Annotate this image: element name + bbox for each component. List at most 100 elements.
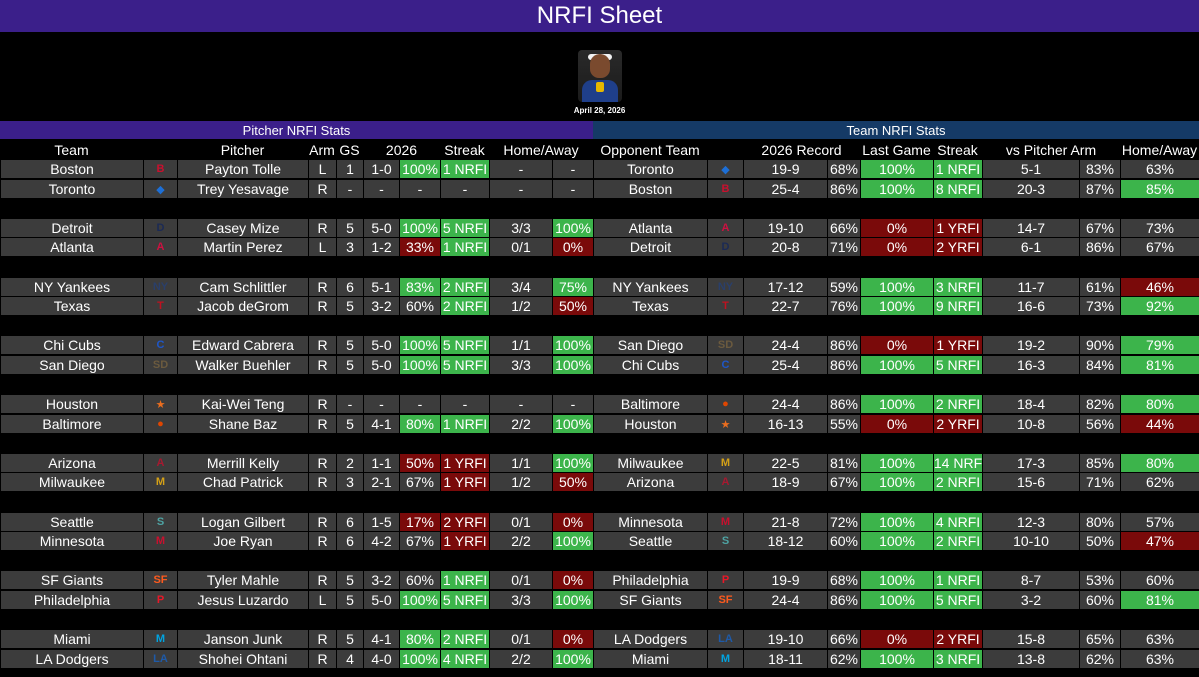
player-avatar [577,50,622,102]
cell-vs: 10-10 [982,532,1079,550]
blue-jays-logo-icon: ◆ [143,180,177,198]
cell-pitcher: Shohei Ohtani [177,650,308,668]
cell-pitcher: Edward Cabrera [177,336,308,354]
cell-ha: 3/3 [489,356,552,374]
cell-pitcher: Payton Tolle [177,160,308,178]
cell-opp: Baltimore [593,395,707,413]
cell-o-pct: 72% [827,513,860,531]
cell-pct: 80% [399,630,440,648]
cell-pct: 60% [399,297,440,315]
cell-streak: 5 NRFI [440,356,489,374]
cell-pitcher: Janson Junk [177,630,308,648]
cell-ha: 0/1 [489,630,552,648]
cell-team: Baltimore [0,415,143,433]
cell-o-streak: 5 NRFI [933,356,982,374]
col-last-game-header: Last Game [860,140,933,159]
col-team-header: Team [0,140,143,159]
cell-o-rec: 18-9 [743,473,827,491]
cell-pitcher: Casey Mize [177,219,308,237]
cell-o-pct: 68% [827,160,860,178]
yankees-logo-icon: NY [707,278,743,296]
phillies-logo-icon: P [143,591,177,609]
cell-gs: 5 [336,591,363,609]
cell-rec: 4-1 [363,415,399,433]
cell-vs: 16-3 [982,356,1079,374]
cell-o-streak: 1 YRFI [933,219,982,237]
cell-rec: 1-0 [363,160,399,178]
cell-team: Arizona [0,454,143,472]
cell-team: Milwaukee [0,473,143,491]
cell-ha-pct: 0% [552,571,593,589]
cell-arm: L [308,591,336,609]
col-opponent-team-header: Opponent Team [593,140,707,159]
cell-gs: 6 [336,532,363,550]
cell-streak: 4 NRFI [440,650,489,668]
cell-streak: 1 NRFI [440,415,489,433]
mariners-logo-icon: S [707,532,743,550]
cell-last: 100% [860,395,933,413]
cell-pitcher: Shane Baz [177,415,308,433]
cell-rec: - [363,180,399,198]
cell-gs: - [336,395,363,413]
cell-o-streak: 2 YRFI [933,238,982,256]
cell-opp: Chi Cubs [593,356,707,374]
cell-ha: 0/1 [489,238,552,256]
cell-vs: 6-1 [982,238,1079,256]
cell-arm: R [308,513,336,531]
col-opp-streak-header: Streak [933,140,982,159]
cell-vs-pct: 61% [1079,278,1120,296]
cell-o-pct: 62% [827,650,860,668]
cell-vs: 17-3 [982,454,1079,472]
cell-gs: 5 [336,415,363,433]
cell-opp: Atlanta [593,219,707,237]
cell-team: Seattle [0,513,143,531]
cell-o-pct: 67% [827,473,860,491]
cell-o-pct: 59% [827,278,860,296]
cell-ha: - [489,395,552,413]
cell-arm: R [308,532,336,550]
cell-oha: 63% [1120,160,1199,178]
cell-o-pct: 66% [827,630,860,648]
cell-ha: - [489,180,552,198]
cell-gs: 5 [336,297,363,315]
giants-logo-icon: SF [143,571,177,589]
cell-streak: - [440,180,489,198]
cell-vs: 20-3 [982,180,1079,198]
cell-oha: 81% [1120,591,1199,609]
cell-opp: LA Dodgers [593,630,707,648]
cell-pitcher: Jacob deGrom [177,297,308,315]
cell-team: LA Dodgers [0,650,143,668]
cell-o-rec: 18-12 [743,532,827,550]
cell-vs-pct: 85% [1079,454,1120,472]
dodgers-logo-icon: LA [143,650,177,668]
cell-opp: Boston [593,180,707,198]
col-arm-header: Arm [308,140,336,159]
cell-ha: 2/2 [489,532,552,550]
red-sox-logo-icon: B [707,180,743,198]
cell-rec: 1-1 [363,454,399,472]
cell-ha-pct: - [552,180,593,198]
cell-ha-pct: 0% [552,630,593,648]
cell-o-rec: 19-10 [743,630,827,648]
cell-pitcher: Chad Patrick [177,473,308,491]
astros-logo-icon: ★ [143,395,177,413]
cell-pitcher: Martin Perez [177,238,308,256]
cell-ha-pct: 50% [552,297,593,315]
cell-pct: 100% [399,356,440,374]
cell-gs: 5 [336,219,363,237]
cell-rec: 1-5 [363,513,399,531]
giants-logo-icon: SF [707,591,743,609]
cell-gs: 3 [336,473,363,491]
cell-ha: - [489,160,552,178]
padres-logo-icon: SD [707,336,743,354]
cell-last: 100% [860,473,933,491]
marlins-logo-icon: M [707,650,743,668]
cell-pitcher: Cam Schlittler [177,278,308,296]
cell-rec: - [363,395,399,413]
cell-pct: 60% [399,571,440,589]
team-section-header: Team NRFI Stats [593,121,1199,139]
rangers-logo-icon: T [143,297,177,315]
cell-vs: 18-4 [982,395,1079,413]
col-gs-header: GS [336,140,363,159]
cell-gs: 5 [336,336,363,354]
